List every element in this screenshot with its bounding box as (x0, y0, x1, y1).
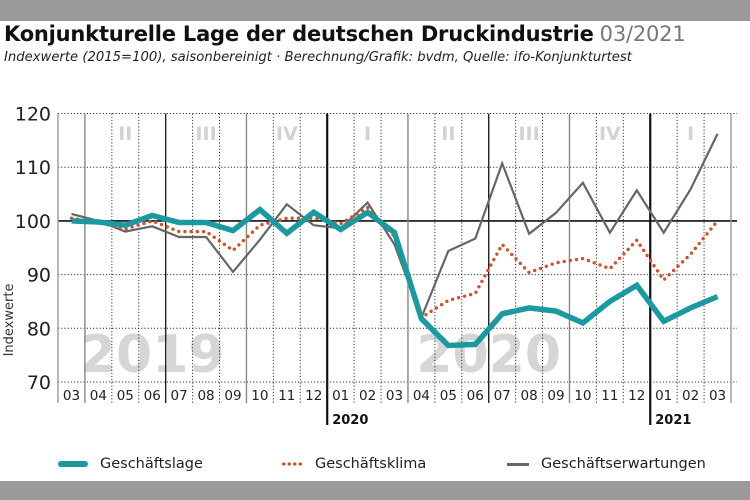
legend: Geschäftslage Geschäftsklima Geschäftser… (0, 456, 750, 478)
y-tick-label: 80 (27, 318, 51, 340)
quarter-label: IV (276, 123, 298, 145)
quarter-label: III (195, 123, 216, 145)
quarter-label: I (687, 123, 694, 145)
x-tick-label: 03 (386, 388, 403, 404)
x-tick-label: 06 (467, 388, 484, 404)
legend-label: Geschäftsklima (315, 456, 427, 472)
legend-label: Geschäftslage (100, 456, 203, 472)
x-year-label: 2021 (655, 413, 691, 428)
x-tick-label: 04 (90, 388, 107, 404)
x-tick-label: 03 (709, 388, 726, 404)
series-line-geschaeftserwartungen (71, 133, 719, 321)
legend-item-geschaeftsklima: Geschäftsklima (281, 456, 426, 472)
x-tick-label: 05 (440, 388, 457, 404)
x-tick-label: 11 (601, 388, 618, 404)
x-tick-label: 10 (251, 388, 268, 404)
x-tick-label: 07 (494, 388, 511, 404)
series-line-geschaeftsklima (69, 205, 720, 321)
x-tick-label: 02 (359, 388, 376, 404)
chart-title: Konjunkturelle Lage der deutschen Drucki… (4, 22, 686, 46)
y-tick-label: 90 (27, 265, 51, 287)
x-tick-label: 07 (171, 388, 188, 404)
x-tick-label: 12 (628, 388, 645, 404)
x-tick-label: 04 (413, 388, 430, 404)
bottom-band (0, 481, 750, 500)
x-axis: 03 04 05 06 07 08 09 10 11 12 01 02 03 04 05 06 07 08 09 10… (63, 388, 726, 428)
quarter-labels: II III IV I II III IV I (118, 123, 694, 145)
quarter-label: II (118, 123, 132, 145)
x-tick-label: 11 (278, 388, 295, 404)
title-text: Konjunkturelle Lage der deutschen Drucki… (4, 22, 594, 46)
x-tick-label: 05 (117, 388, 134, 404)
y-tick-label: 120 (15, 104, 51, 126)
x-tick-label: 09 (547, 388, 564, 404)
legend-item-geschaeftserwartungen: Geschäftserwartungen (507, 456, 706, 472)
legend-swatch-thin (507, 462, 529, 466)
x-tick-label: 01 (655, 388, 672, 404)
y-tick-label: 110 (15, 157, 51, 179)
quarter-label: III (518, 123, 539, 145)
x-tick-label: 10 (574, 388, 591, 404)
x-tick-label: 03 (63, 388, 80, 404)
y-tick-label: 100 (15, 211, 51, 233)
year-watermark: 2019 (80, 325, 225, 385)
x-tick-label: 08 (521, 388, 538, 404)
y-axis: 70 80 90 100 110 120 (15, 104, 51, 395)
series-line-geschaeftslage (71, 206, 719, 349)
quarter-label: IV (599, 123, 621, 145)
top-band (0, 0, 750, 21)
x-tick-label: 12 (305, 388, 322, 404)
grid (57, 113, 737, 425)
legend-swatch-thick (58, 461, 88, 467)
x-tick-label: 02 (682, 388, 699, 404)
x-tick-label: 06 (144, 388, 161, 404)
quarter-label: II (441, 123, 455, 145)
y-tick-label: 70 (27, 372, 51, 394)
chart-subtitle: Indexwerte (2015=100), saisonbereinigt ·… (4, 50, 632, 65)
x-tick-label: 08 (197, 388, 214, 404)
x-tick-label: 01 (332, 388, 349, 404)
series (69, 133, 720, 349)
x-year-label: 2020 (332, 413, 368, 428)
x-tick-label: 09 (224, 388, 241, 404)
watermarks: 2019 2020 (80, 325, 561, 385)
legend-item-geschaeftslage: Geschäftslage (58, 456, 203, 472)
legend-swatch-dotted (281, 462, 303, 466)
title-date: 03/2021 (599, 22, 686, 46)
quarter-label: I (364, 123, 371, 145)
legend-label: Geschäftserwartungen (541, 456, 706, 472)
y-axis-label: Indexwerte (2, 284, 17, 357)
